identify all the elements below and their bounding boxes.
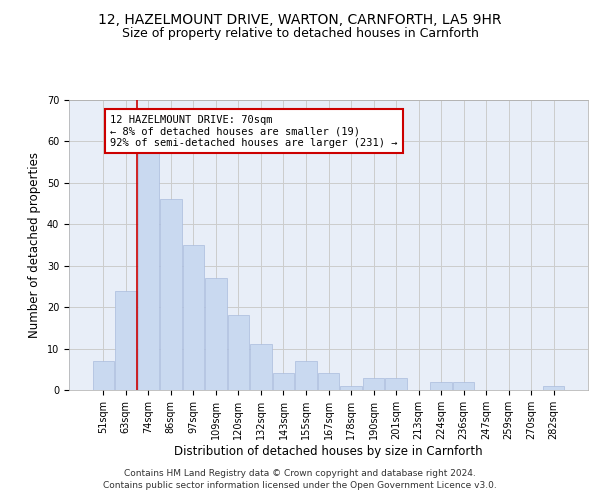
Bar [318, 374, 339, 390]
Text: Size of property relative to detached houses in Carnforth: Size of property relative to detached ho… [122, 28, 478, 40]
Bar [92, 361, 114, 390]
Bar [182, 245, 204, 390]
Bar [250, 344, 272, 390]
Bar [430, 382, 452, 390]
Bar [228, 316, 249, 390]
Bar [453, 382, 475, 390]
Bar [385, 378, 407, 390]
Bar [115, 290, 137, 390]
Bar [273, 374, 294, 390]
Text: 12, HAZELMOUNT DRIVE, WARTON, CARNFORTH, LA5 9HR: 12, HAZELMOUNT DRIVE, WARTON, CARNFORTH,… [98, 12, 502, 26]
Y-axis label: Number of detached properties: Number of detached properties [28, 152, 41, 338]
Bar [160, 200, 182, 390]
Bar [295, 361, 317, 390]
Bar [363, 378, 384, 390]
Bar [340, 386, 362, 390]
Text: Contains HM Land Registry data © Crown copyright and database right 2024.
Contai: Contains HM Land Registry data © Crown c… [103, 468, 497, 490]
Text: 12 HAZELMOUNT DRIVE: 70sqm
← 8% of detached houses are smaller (19)
92% of semi-: 12 HAZELMOUNT DRIVE: 70sqm ← 8% of detac… [110, 114, 398, 148]
X-axis label: Distribution of detached houses by size in Carnforth: Distribution of detached houses by size … [174, 444, 483, 458]
Bar [137, 150, 159, 390]
Bar [543, 386, 565, 390]
Bar [205, 278, 227, 390]
